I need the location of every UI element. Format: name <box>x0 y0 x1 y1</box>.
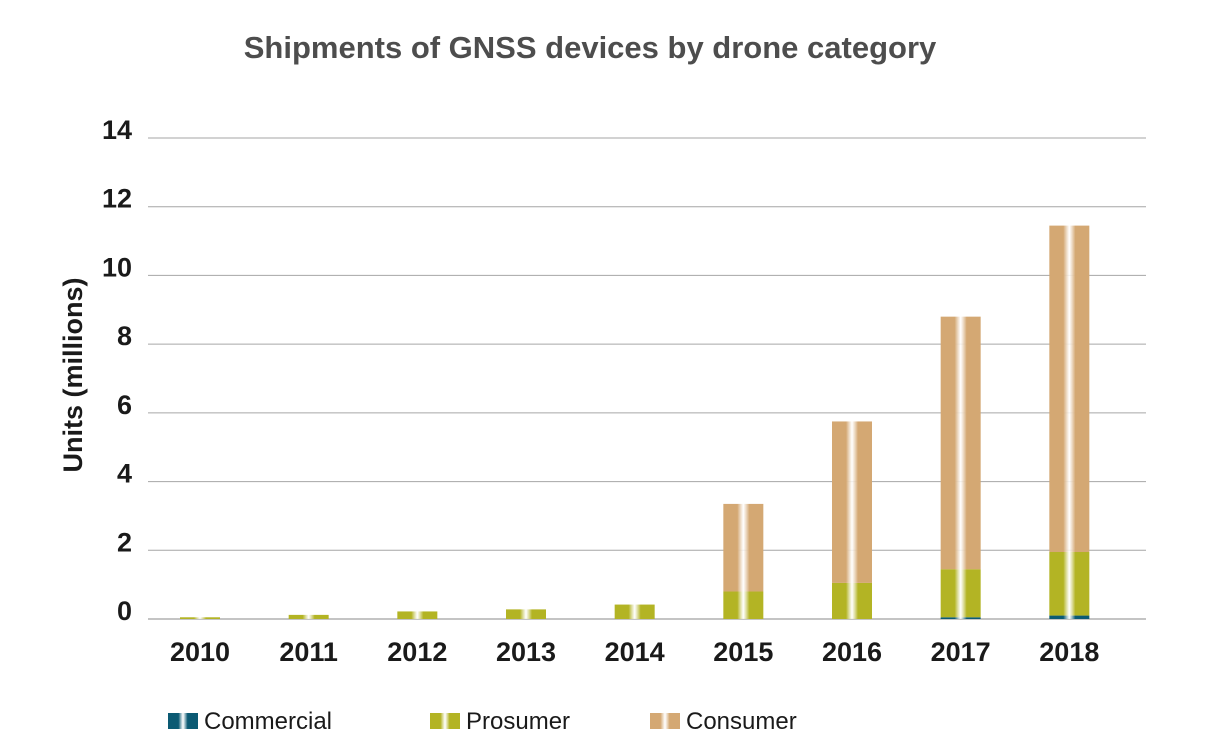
y-tick-label: 14 <box>102 115 132 145</box>
x-tick-label: 2015 <box>713 637 773 667</box>
bar-prosumer-2012 <box>397 611 438 619</box>
bar-consumer-2015 <box>723 503 764 592</box>
bar-consumer-2018 <box>1049 225 1090 553</box>
y-tick-label: 8 <box>117 321 132 351</box>
x-tick-labels: 2010 2011 2012 2013 2014 2015 2016 2017 2018 <box>170 637 1099 667</box>
x-tick-label: 2010 <box>170 637 230 667</box>
bar-prosumer-2014 <box>614 604 655 619</box>
x-tick-label: 2014 <box>605 637 665 667</box>
x-tick-label: 2016 <box>822 637 882 667</box>
y-tick-label: 6 <box>117 390 132 420</box>
bar-prosumer-2015 <box>723 591 764 619</box>
y-tick-label: 2 <box>117 527 132 557</box>
bar-commercial-2017 <box>940 617 981 619</box>
bar-consumer-2017 <box>940 316 981 570</box>
bar-prosumer-2018 <box>1049 552 1090 616</box>
y-tick-label: 12 <box>102 184 132 214</box>
bar-consumer-2016 <box>832 421 872 583</box>
y-tick-label: 0 <box>117 596 132 626</box>
y-axis-label: Units (millions) <box>58 278 88 473</box>
legend-swatch-consumer <box>650 713 680 729</box>
bar-prosumer-2010 <box>180 617 220 619</box>
x-tick-label: 2013 <box>496 637 556 667</box>
x-tick-label: 2018 <box>1039 637 1099 667</box>
legend-label-commercial: Commercial <box>204 708 332 735</box>
legend-label-prosumer: Prosumer <box>466 708 570 735</box>
chart-title: Shipments of GNSS devices by drone categ… <box>243 30 937 65</box>
bars <box>180 225 1090 619</box>
x-tick-label: 2012 <box>387 637 447 667</box>
legend-swatch-commercial <box>168 713 198 729</box>
gridlines <box>148 137 1146 620</box>
y-tick-label: 4 <box>117 459 132 489</box>
legend-label-consumer: Consumer <box>686 708 797 735</box>
bar-prosumer-2011 <box>288 614 329 619</box>
y-tick-label: 10 <box>102 252 132 282</box>
bar-prosumer-2013 <box>506 609 546 619</box>
x-tick-label: 2011 <box>279 637 338 667</box>
y-tick-labels: 0 2 4 6 8 10 12 14 <box>102 115 132 626</box>
bar-commercial-2018 <box>1049 615 1090 619</box>
bar-prosumer-2017 <box>940 569 981 618</box>
x-tick-label: 2017 <box>931 637 991 667</box>
legend: Commercial Prosumer Consumer <box>168 708 797 735</box>
bar-prosumer-2016 <box>832 582 872 619</box>
legend-swatch-prosumer <box>430 713 460 729</box>
